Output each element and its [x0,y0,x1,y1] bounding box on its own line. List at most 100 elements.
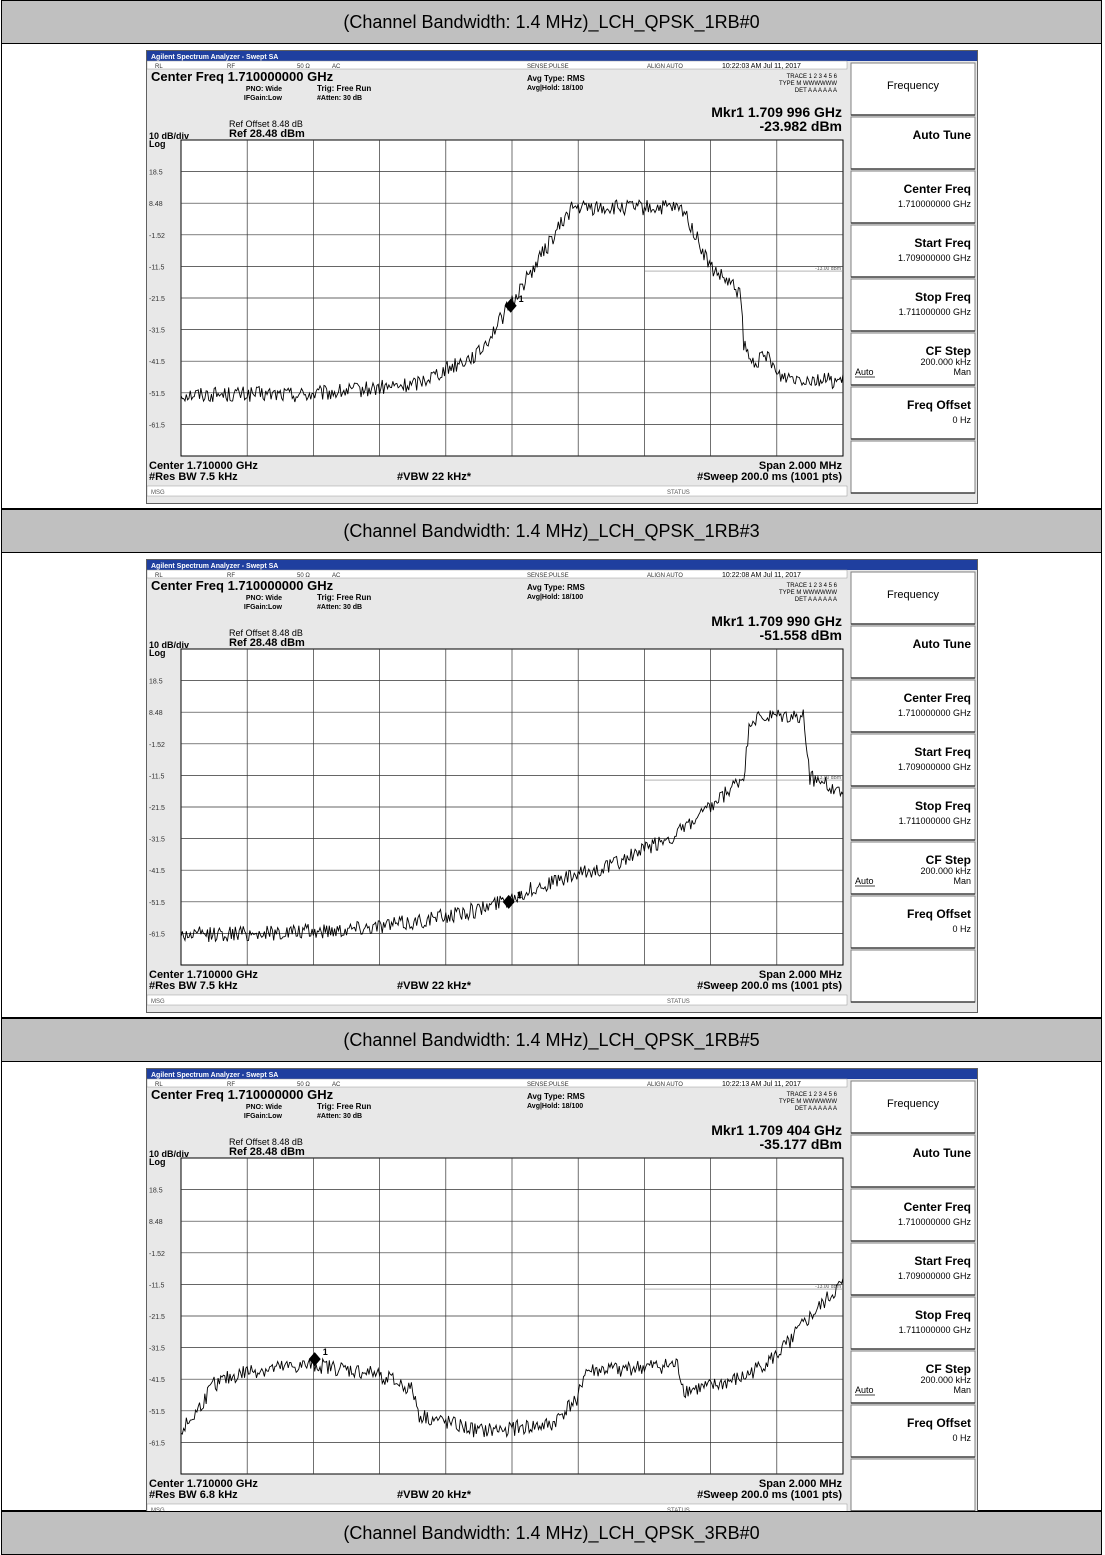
ref-level: Ref 28.48 dBm [229,1146,305,1158]
status-item: 50 Ω [297,64,310,70]
y-tick-label: 8.48 [149,1219,163,1226]
pno-label: PNO: Wide [246,595,282,602]
softkey-frequency: Frequency [850,62,976,116]
trig-label: Trig: Free Run [317,1102,371,1111]
y-tick-label: -21.5 [149,1314,165,1321]
softkey-center-freq[interactable]: Center Freq 1.710000000 GHz [850,170,976,224]
sweep-label: #Sweep 200.0 ms (1001 pts) [697,471,842,483]
marker-diamond[interactable] [502,894,515,909]
softkey-value: 1.710000000 GHz [898,708,972,718]
softkey-start-freq[interactable]: Start Freq 1.709000000 GHz [850,733,976,787]
ref-offset: Ref Offset 8.48 dB [229,1137,303,1147]
vbw-label: #VBW 22 kHz* [397,471,472,483]
trace-line: TRACE 1 2 3 4 5 6 [787,583,838,589]
status-item: SENSE:PULSE [527,64,569,70]
scale-label: 10 dB/div [149,1149,189,1159]
status-item: RF [227,64,235,70]
softkey-value: 1.710000000 GHz [898,1217,972,1227]
trace-line: TRACE 1 2 3 4 5 6 [787,74,838,80]
res-bw-label: #Res BW 6.8 kHz [149,1489,238,1501]
status-item: 50 Ω [297,573,310,579]
atten-label: #Atten: 30 dB [317,95,362,102]
center-label: Center 1.710000 GHz [149,460,258,472]
y-tick-label: -21.5 [149,296,165,303]
softkey-value: 0 Hz [952,1433,971,1443]
spectrum-analyzer-screen: Agilent Spectrum Analyzer - Swept SA RL RF… [146,559,978,1013]
softkey-freq-offset[interactable]: Freq Offset 0 Hz [850,895,976,949]
vbw-label: #VBW 20 kHz* [397,1489,472,1501]
marker-label: 1 [323,1347,328,1357]
cf-auto-label: Auto [855,876,874,886]
y-tick-label: -61.5 [149,422,165,429]
softkey-auto-tune[interactable]: Auto Tune [850,116,976,170]
window-title: Agilent Spectrum Analyzer - Swept SA [151,563,278,570]
y-tick-label: -1.52 [149,742,165,749]
y-tick-label: 18.5 [149,170,163,177]
sweep-label: #Sweep 200.0 ms (1001 pts) [697,1489,842,1501]
section-heading: (Channel Bandwidth: 1.4 MHz)_LCH_QPSK_1R… [1,0,1102,44]
plot-cell: Agilent Spectrum Analyzer - Swept SA RL RF… [1,553,1102,1018]
softkey-center-freq[interactable]: Center Freq 1.710000000 GHz [850,1188,976,1242]
limit-line-label: -13.00 dBm [815,775,841,781]
softkey-stop-freq[interactable]: Stop Freq 1.711000000 GHz [850,787,976,841]
softkey-start-freq[interactable]: Start Freq 1.709000000 GHz [850,224,976,278]
softkey-value: 200.000 kHz [920,866,971,876]
vbw-label: #VBW 22 kHz* [397,980,472,992]
softkey-title: Frequency [887,80,939,92]
section-heading: (Channel Bandwidth: 1.4 MHz)_LCH_QPSK_3R… [1,1511,1102,1555]
limit-line-label: -13.00 dBm [815,266,841,272]
det-line: DET A A A A A A [795,1106,837,1112]
softkey-center-freq[interactable]: Center Freq 1.710000000 GHz [850,679,976,733]
softkey-label: Start Freq [914,236,971,250]
trig-label: Trig: Free Run [317,593,371,602]
marker-readout: Mkr1 1.709 404 GHz [711,1122,842,1138]
span-label: Span 2.000 MHz [759,460,843,472]
softkey-auto-tune[interactable]: Auto Tune [850,1134,976,1188]
title-bar [147,560,977,570]
status-item: SENSE:PULSE [527,1082,569,1088]
marker-diamond[interactable] [308,1352,321,1367]
type-line: TYPE M WWWWWW [779,1099,837,1105]
y-tick-label: -61.5 [149,1440,165,1447]
softkey-value: 1.709000000 GHz [898,253,972,263]
softkey-freq-offset[interactable]: Freq Offset 0 Hz [850,386,976,440]
center-freq-label: Center Freq 1.710000000 GHz [151,578,334,593]
ifgain-label: IFGain:Low [244,604,283,611]
status-item: 50 Ω [297,1082,310,1088]
softkey-label: Auto Tune [913,128,972,142]
status-item: AC [332,573,341,579]
ref-level: Ref 28.48 dBm [229,128,305,140]
y-tick-label: -31.5 [149,1346,165,1353]
y-tick-label: -61.5 [149,931,165,938]
softkey-blank [850,1458,976,1512]
marker-diamond[interactable] [504,298,517,313]
ref-offset: Ref Offset 8.48 dB [229,628,303,638]
softkey-title: Frequency [887,589,939,601]
softkey-stop-freq[interactable]: Stop Freq 1.711000000 GHz [850,278,976,332]
ref-offset: Ref Offset 8.48 dB [229,119,303,129]
scale-type: Log [149,139,166,149]
spectrum-analyzer-screen: Agilent Spectrum Analyzer - Swept SA RL RF… [146,1068,978,1522]
softkey-freq-offset[interactable]: Freq Offset 0 Hz [850,1404,976,1458]
timestamp: 10:22:03 AM Jul 11, 2017 [722,63,801,70]
softkey-stop-freq[interactable]: Stop Freq 1.711000000 GHz [850,1296,976,1350]
scale-type: Log [149,1157,166,1167]
center-label: Center 1.710000 GHz [149,969,258,981]
status-strip [147,1078,848,1088]
y-tick-label: -41.5 [149,359,165,366]
y-tick-label: -11.5 [149,773,165,780]
softkey-label: Start Freq [914,745,971,759]
cf-auto-label: Auto [855,367,874,377]
status-item: RL [155,1082,163,1088]
softkey-start-freq[interactable]: Start Freq 1.709000000 GHz [850,1242,976,1296]
cf-man-label: Man [953,367,971,377]
timestamp: 10:22:08 AM Jul 11, 2017 [722,572,801,579]
softkey-auto-tune[interactable]: Auto Tune [850,625,976,679]
res-bw-label: #Res BW 7.5 kHz [149,980,238,992]
softkey-blank [850,949,976,1003]
cf-man-label: Man [953,1385,971,1395]
softkey-value: 200.000 kHz [920,1375,971,1385]
